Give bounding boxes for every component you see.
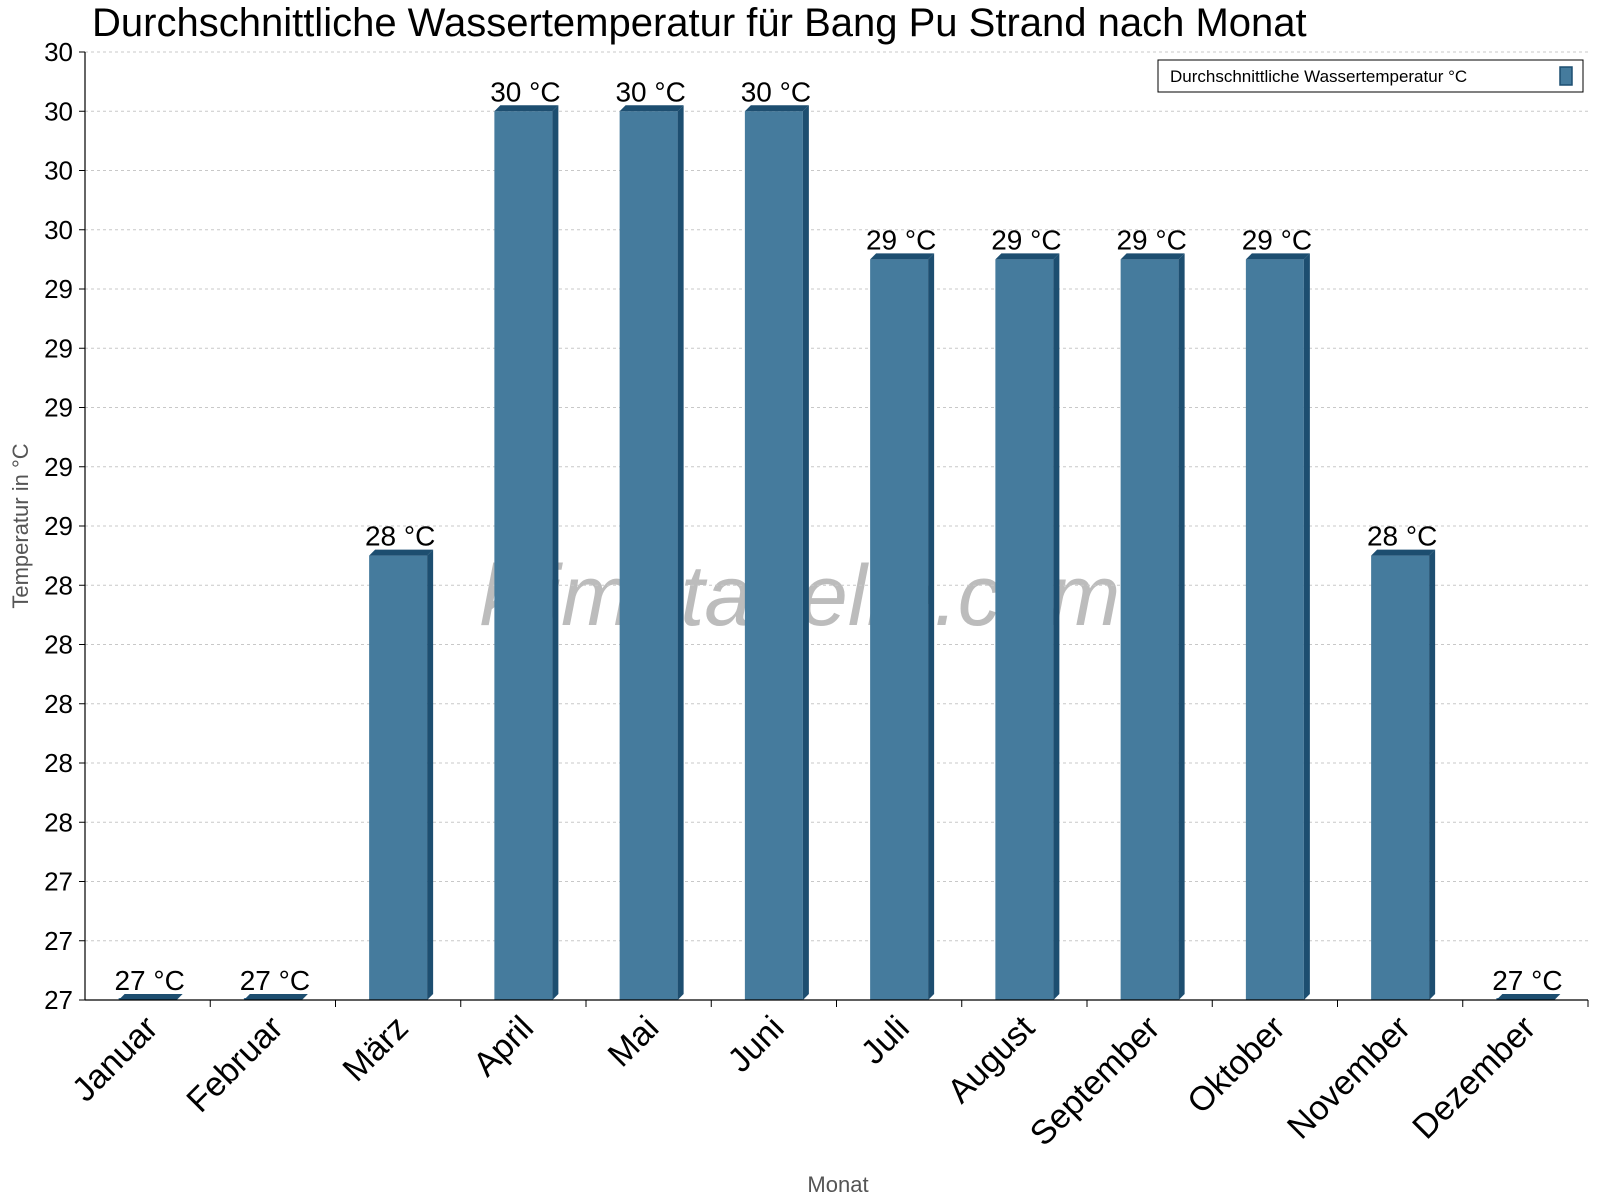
x-tick-label: Mai bbox=[601, 1009, 667, 1075]
bar-top bbox=[1120, 253, 1185, 260]
y-tick-label: 30 bbox=[44, 37, 73, 67]
bar-top bbox=[243, 994, 308, 1000]
x-tick-label: Juli bbox=[854, 1009, 917, 1072]
bar-side bbox=[677, 105, 684, 1000]
y-tick-label: 29 bbox=[44, 511, 73, 541]
bar-side bbox=[427, 549, 434, 1000]
grid-lines bbox=[85, 51, 1588, 942]
bar-top bbox=[118, 994, 183, 1000]
bar-top bbox=[1371, 549, 1436, 556]
data-label: 29 °C bbox=[1116, 224, 1186, 255]
bar-side bbox=[1303, 253, 1310, 1000]
y-tick-label: 28 bbox=[44, 570, 73, 600]
bar bbox=[369, 555, 428, 1000]
legend-swatch bbox=[1559, 66, 1573, 86]
bar-group bbox=[118, 105, 1561, 1000]
bar-side bbox=[928, 253, 935, 1000]
y-tick-label: 28 bbox=[44, 630, 73, 660]
bar-top bbox=[995, 253, 1060, 260]
bar-side bbox=[1429, 549, 1436, 1000]
bar-top bbox=[1496, 994, 1561, 1000]
bar bbox=[995, 259, 1054, 1000]
data-label: 27 °C bbox=[240, 965, 310, 996]
x-tick-label: Juni bbox=[721, 1009, 792, 1080]
x-tick-label: April bbox=[466, 1009, 541, 1084]
x-tick-label: Oktober bbox=[1180, 1009, 1292, 1121]
bar-top bbox=[1245, 253, 1310, 260]
bar bbox=[1120, 259, 1179, 1000]
data-label-group: 27 °C 27 °C 28 °C 30 °C 30 °C 30 °C 29 °C 29 °C… bbox=[114, 76, 1562, 996]
y-tick-label: 30 bbox=[44, 215, 73, 245]
bar-top bbox=[870, 253, 935, 260]
y-tick-label: 27 bbox=[44, 867, 73, 897]
y-tick-label: 27 bbox=[44, 985, 73, 1015]
bar-side bbox=[552, 105, 559, 1000]
bar bbox=[870, 259, 929, 1000]
y-tick-label: 29 bbox=[44, 333, 73, 363]
data-label: 29 °C bbox=[866, 224, 936, 255]
y-tick-label: 29 bbox=[44, 274, 73, 304]
x-axis-title: Monat bbox=[807, 1172, 868, 1197]
x-tick-label: August bbox=[940, 1008, 1042, 1110]
y-tick-label: 27 bbox=[44, 926, 73, 956]
legend-label: Durchschnittliche Wassertemperatur °C bbox=[1170, 67, 1467, 86]
bar bbox=[494, 111, 553, 1000]
y-tick-label: 30 bbox=[44, 156, 73, 186]
data-label: 28 °C bbox=[365, 521, 435, 552]
y-tick-label: 28 bbox=[44, 748, 73, 778]
x-tick-label: März bbox=[335, 1009, 415, 1089]
y-tick-labels: 27 27 27 28 28 28 28 28 29 29 29 29 29 30 30 30 30 bbox=[44, 37, 85, 1015]
y-tick-label: 28 bbox=[44, 689, 73, 719]
bar-side bbox=[802, 105, 809, 1000]
bar-top bbox=[369, 549, 434, 556]
bar-side bbox=[1178, 253, 1185, 1000]
x-tick-label: Januar bbox=[65, 1009, 165, 1109]
bar bbox=[1245, 259, 1304, 1000]
bar bbox=[1371, 555, 1430, 1000]
data-label: 30 °C bbox=[490, 76, 560, 107]
bar-top bbox=[619, 105, 684, 112]
x-tick-label: September bbox=[1023, 1009, 1167, 1153]
data-label: 27 °C bbox=[1492, 965, 1562, 996]
bar-top bbox=[744, 105, 809, 112]
y-tick-label: 30 bbox=[44, 96, 73, 126]
y-tick-label: 29 bbox=[44, 452, 73, 482]
bar-side bbox=[1053, 253, 1060, 1000]
x-tick-label: Dezember bbox=[1405, 1009, 1543, 1147]
y-axis-title: Temperatur in °C bbox=[8, 443, 33, 608]
x-tick-labels: Januar Februar März April Mai Juni Juli AugustS… bbox=[65, 1000, 1589, 1153]
legend-box bbox=[1157, 59, 1584, 93]
x-tick-label: Februar bbox=[179, 1009, 290, 1120]
bar-top bbox=[494, 105, 559, 112]
x-tick-label: November bbox=[1280, 1009, 1418, 1147]
bar bbox=[619, 111, 678, 1000]
y-tick-label: 29 bbox=[44, 393, 73, 423]
data-label: 28 °C bbox=[1367, 521, 1437, 552]
legend: Durchschnittliche Wassertemperatur °C bbox=[1157, 59, 1584, 93]
bar bbox=[744, 111, 803, 1000]
data-label: 27 °C bbox=[114, 965, 184, 996]
y-tick-label: 28 bbox=[44, 807, 73, 837]
data-label: 30 °C bbox=[741, 76, 811, 107]
data-label: 29 °C bbox=[991, 224, 1061, 255]
chart-title: Durchschnittliche Wassertemperatur für B… bbox=[92, 1, 1307, 45]
data-label: 30 °C bbox=[615, 76, 685, 107]
data-label: 29 °C bbox=[1242, 224, 1312, 255]
